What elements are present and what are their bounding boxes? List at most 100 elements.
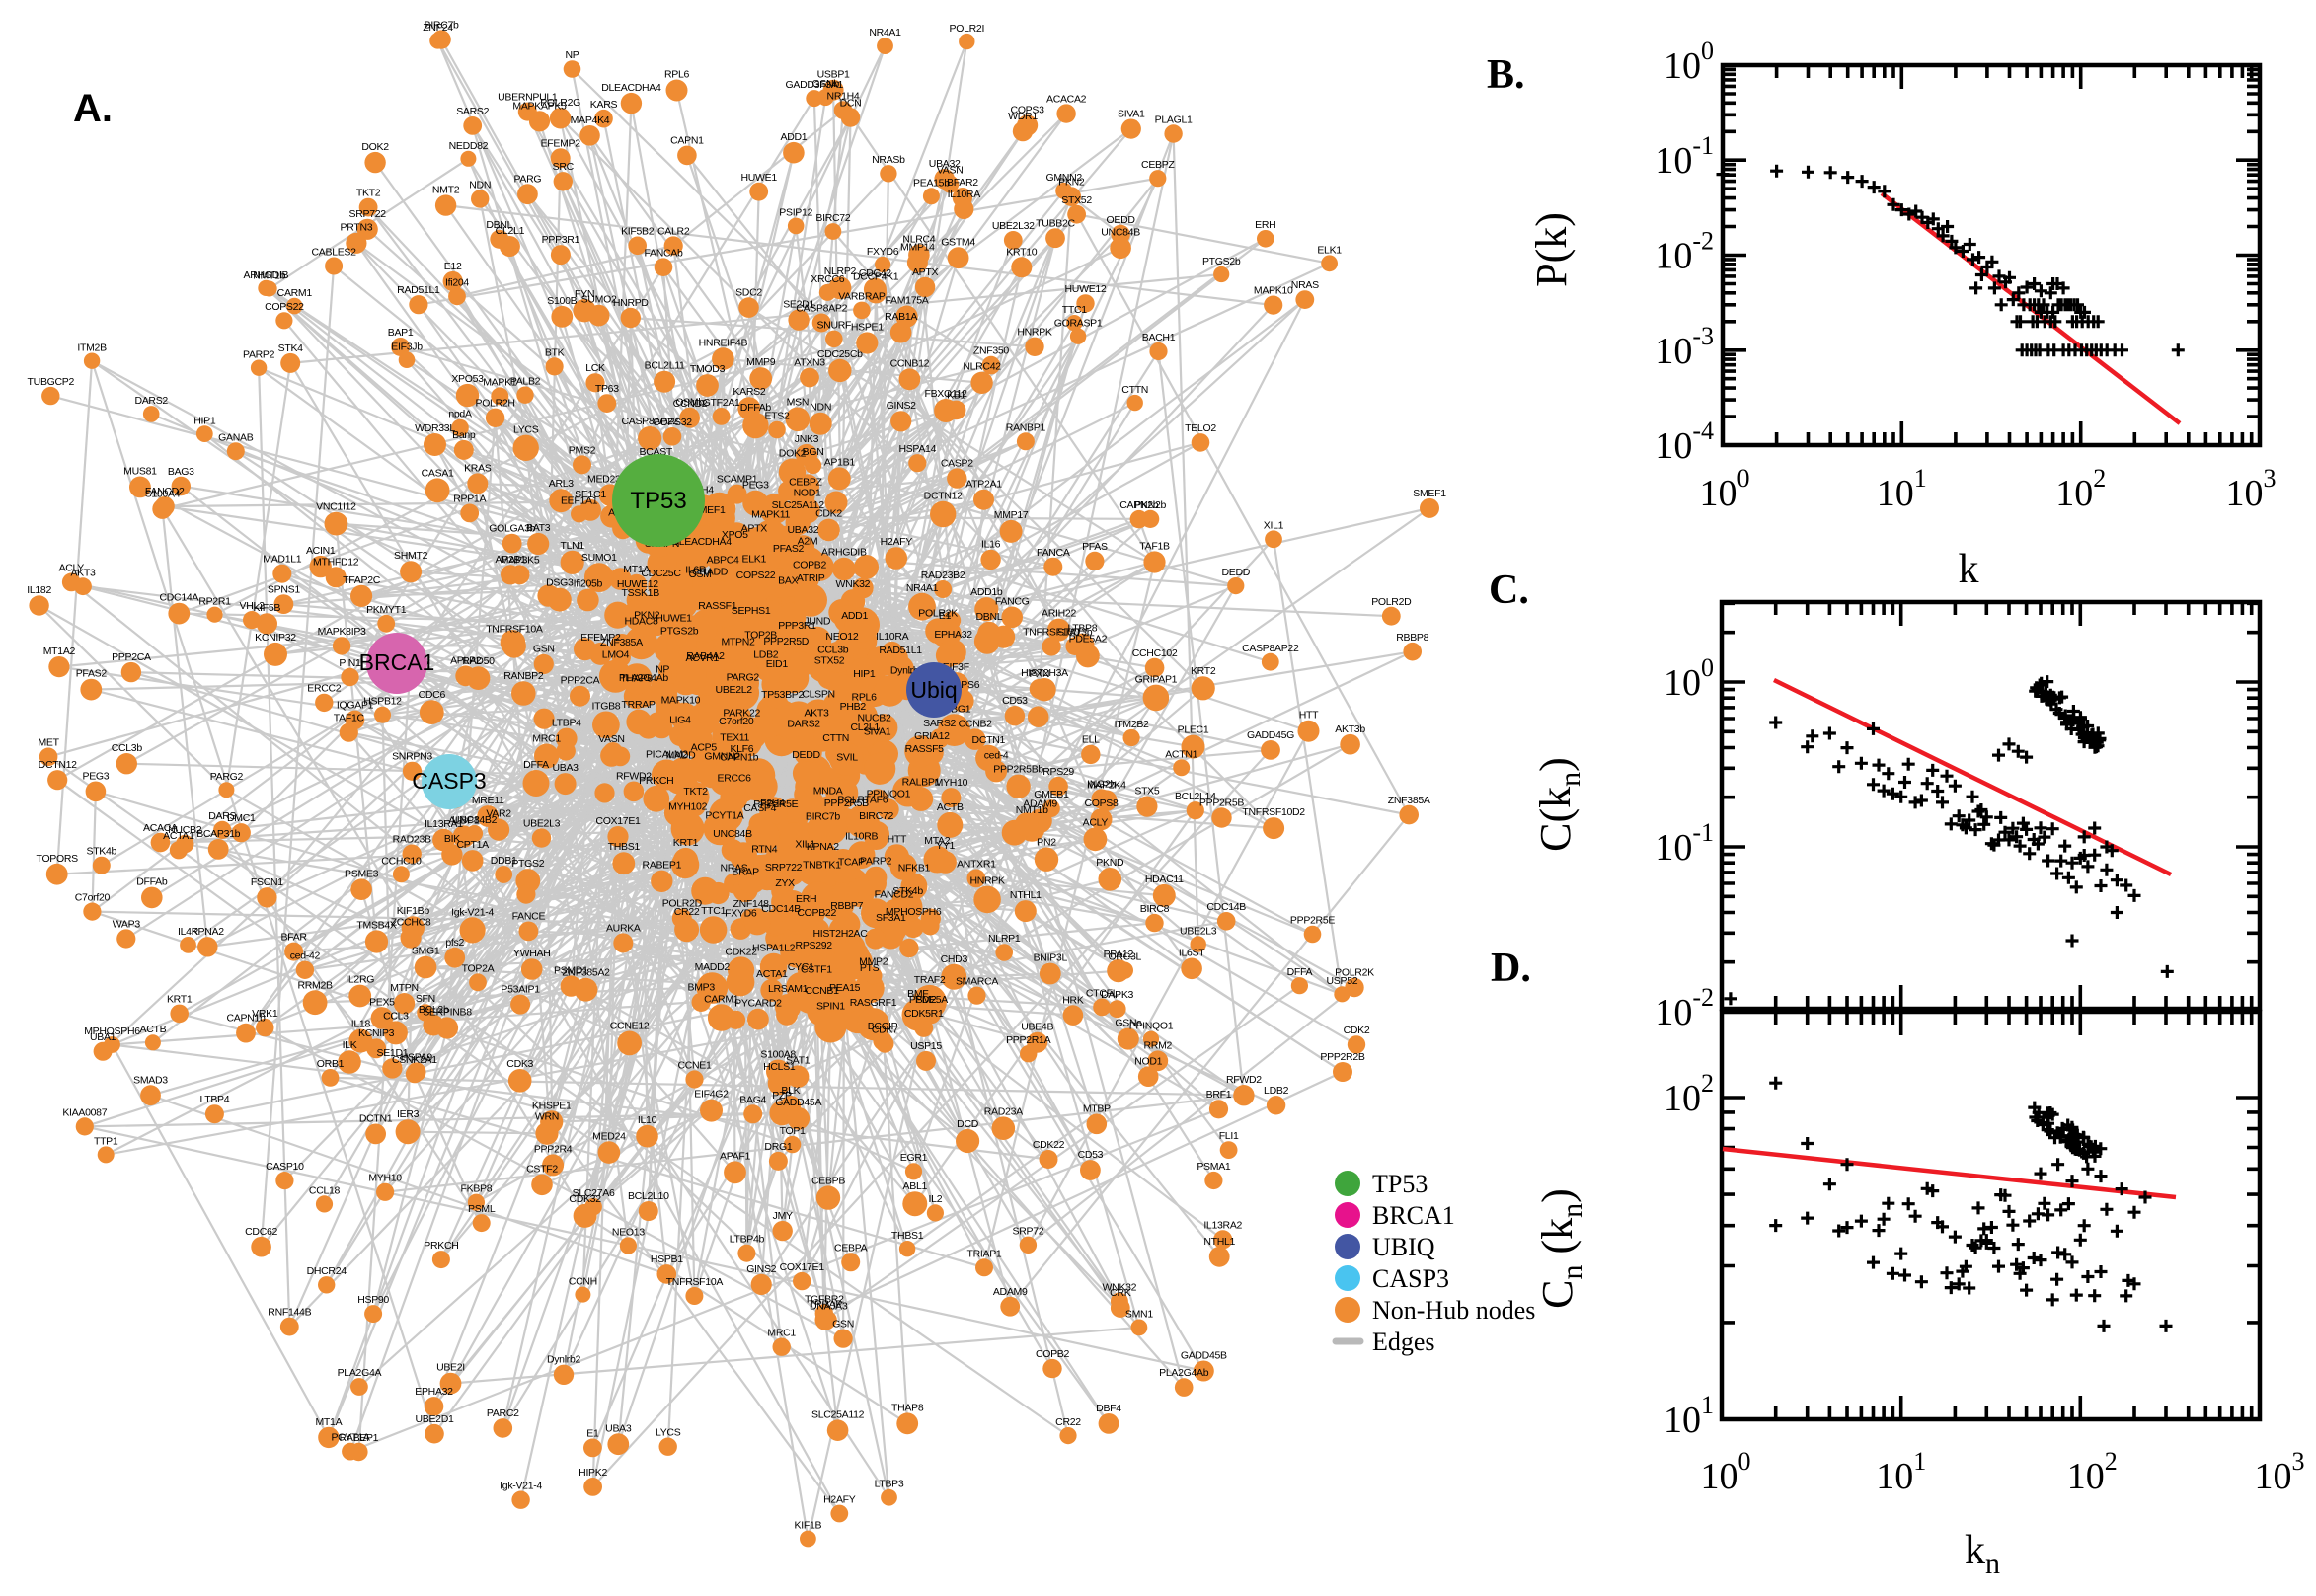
- svg-text:EGR1: EGR1: [900, 1152, 928, 1164]
- svg-text:KRT10: KRT10: [1006, 246, 1037, 258]
- svg-text:HUWE1: HUWE1: [656, 612, 692, 624]
- svg-text:RAD23B2: RAD23B2: [921, 570, 965, 581]
- svg-text:UBERNPUL1: UBERNPUL1: [498, 92, 558, 104]
- svg-text:SDC2: SDC2: [735, 286, 762, 298]
- svg-text:DCD: DCD: [957, 1118, 979, 1130]
- svg-text:SE1D1: SE1D1: [377, 1047, 409, 1059]
- svg-text:MTHFD12: MTHFD12: [313, 556, 359, 568]
- svg-text:KRAS: KRAS: [464, 462, 492, 474]
- svg-text:KARS2: KARS2: [733, 386, 765, 398]
- svg-text:DFFAb: DFFAb: [136, 876, 168, 888]
- svg-text:HTT: HTT: [1299, 710, 1319, 722]
- svg-text:FKBP8: FKBP8: [461, 1183, 493, 1195]
- svg-text:E12: E12: [444, 261, 462, 272]
- svg-text:Ifi205b: Ifi205b: [574, 578, 603, 590]
- svg-text:DFFA: DFFA: [523, 759, 549, 771]
- svg-text:CEBPA: CEBPA: [834, 1242, 868, 1254]
- svg-text:Dynlrb2: Dynlrb2: [547, 1354, 581, 1366]
- svg-text:HRK: HRK: [1062, 994, 1084, 1006]
- svg-text:FANCE: FANCE: [512, 911, 546, 923]
- svg-text:JUND: JUND: [804, 616, 831, 628]
- svg-text:MED24: MED24: [592, 1130, 626, 1142]
- svg-text:Ifi204: Ifi204: [445, 276, 469, 288]
- svg-text:PPINQO1: PPINQO1: [1129, 1021, 1174, 1032]
- svg-text:STK4: STK4: [278, 342, 304, 354]
- svg-text:HSPA14: HSPA14: [898, 443, 936, 455]
- svg-text:TAF1B: TAF1B: [1139, 540, 1170, 552]
- svg-text:SMG1: SMG1: [412, 946, 440, 957]
- svg-text:ARL3: ARL3: [549, 478, 575, 490]
- svg-text:KIF1Bb: KIF1Bb: [397, 905, 430, 917]
- svg-text:XPO5: XPO5: [722, 529, 748, 541]
- svg-text:PSMA1: PSMA1: [1197, 1161, 1231, 1173]
- svg-text:NTHL1: NTHL1: [1203, 1236, 1235, 1248]
- svg-text:ADAM9: ADAM9: [993, 1286, 1028, 1298]
- svg-text:CPT1A: CPT1A: [457, 839, 490, 851]
- svg-text:EIF3Jb: EIF3Jb: [391, 341, 423, 352]
- svg-text:RAB1A: RAB1A: [885, 311, 917, 323]
- svg-text:NR4A1: NR4A1: [906, 582, 939, 594]
- svg-text:ACTN1: ACTN1: [1165, 748, 1197, 760]
- svg-text:RFWD2: RFWD2: [1226, 1074, 1262, 1086]
- svg-text:PCYT1A: PCYT1A: [331, 1432, 369, 1444]
- svg-text:HIP1: HIP1: [853, 668, 876, 680]
- svg-text:UBA32: UBA32: [788, 524, 819, 536]
- svg-text:ACTB: ACTB: [937, 801, 964, 813]
- svg-text:RAB4A2: RAB4A2: [686, 650, 725, 662]
- svg-text:MRC1: MRC1: [767, 1328, 796, 1339]
- svg-text:NUCB2: NUCB2: [168, 824, 202, 836]
- svg-text:LTBP4: LTBP4: [552, 718, 581, 729]
- svg-text:FANCAb: FANCAb: [644, 247, 683, 259]
- svg-text:HSPE1: HSPE1: [851, 321, 884, 333]
- svg-text:MAD1L1: MAD1L1: [263, 554, 302, 566]
- svg-text:TTP1: TTP1: [94, 1135, 118, 1147]
- svg-text:YY1: YY1: [936, 840, 955, 852]
- svg-text:CYC1: CYC1: [788, 961, 814, 973]
- svg-text:BAP1: BAP1: [388, 327, 414, 339]
- svg-text:SLC25A112: SLC25A112: [811, 1408, 865, 1420]
- svg-text:FANCD2: FANCD2: [875, 888, 914, 900]
- svg-text:IL10: IL10: [638, 1114, 657, 1126]
- svg-text:DBNL: DBNL: [975, 611, 1002, 623]
- svg-text:MT1A: MT1A: [315, 1416, 342, 1428]
- svg-text:MUS81: MUS81: [123, 466, 157, 478]
- svg-text:TELO2: TELO2: [1185, 422, 1216, 434]
- svg-text:RAD23B: RAD23B: [393, 834, 431, 846]
- svg-text:TEX11: TEX11: [720, 732, 749, 744]
- svg-text:PEA15b: PEA15b: [913, 177, 950, 189]
- svg-text:NEDD82: NEDD82: [449, 140, 489, 152]
- svg-text:KIAA0087: KIAA0087: [62, 1106, 107, 1118]
- svg-text:PPP2R2B: PPP2R2B: [1320, 1051, 1364, 1063]
- svg-text:SEPHS1: SEPHS1: [732, 605, 771, 617]
- svg-text:SF3A1: SF3A1: [876, 912, 906, 924]
- svg-text:HTT: HTT: [888, 833, 907, 845]
- svg-text:EIF4G2: EIF4G2: [694, 1089, 729, 1101]
- svg-text:CABLES2: CABLES2: [312, 247, 357, 259]
- svg-text:LYCS: LYCS: [656, 1427, 681, 1439]
- svg-text:WNK32: WNK32: [1103, 1281, 1137, 1293]
- svg-text:SIVA1: SIVA1: [864, 725, 891, 737]
- svg-text:PSML: PSML: [468, 1203, 496, 1215]
- svg-text:STX52: STX52: [814, 654, 845, 666]
- svg-text:FYN: FYN: [575, 288, 594, 300]
- svg-text:EPHA32: EPHA32: [415, 1386, 453, 1398]
- svg-text:STK4b: STK4b: [86, 846, 116, 858]
- svg-text:CDK5R1: CDK5R1: [904, 1008, 944, 1020]
- svg-text:DBNL: DBNL: [486, 219, 512, 231]
- svg-text:VASN: VASN: [598, 733, 625, 745]
- svg-text:ABPC4: ABPC4: [707, 555, 739, 567]
- svg-text:Ubiq: Ubiq: [910, 677, 957, 703]
- svg-text:NTHL1: NTHL1: [1010, 889, 1042, 901]
- svg-text:PPP2CA: PPP2CA: [561, 675, 600, 687]
- svg-text:KHSPE1: KHSPE1: [532, 1100, 572, 1111]
- svg-text:COPB2: COPB2: [793, 559, 827, 570]
- svg-text:RANBP2: RANBP2: [503, 670, 544, 682]
- svg-text:IL2RG: IL2RG: [346, 974, 374, 986]
- svg-text:CASP2: CASP2: [941, 457, 973, 469]
- svg-text:BLK: BLK: [781, 1085, 800, 1097]
- svg-text:TRIAP1: TRIAP1: [967, 1248, 1002, 1259]
- svg-text:ced-4: ced-4: [984, 749, 1009, 761]
- svg-text:SMEF1: SMEF1: [1413, 488, 1446, 499]
- svg-text:HIST2H2AC: HIST2H2AC: [812, 928, 868, 940]
- svg-text:BIRC8: BIRC8: [1140, 903, 1170, 915]
